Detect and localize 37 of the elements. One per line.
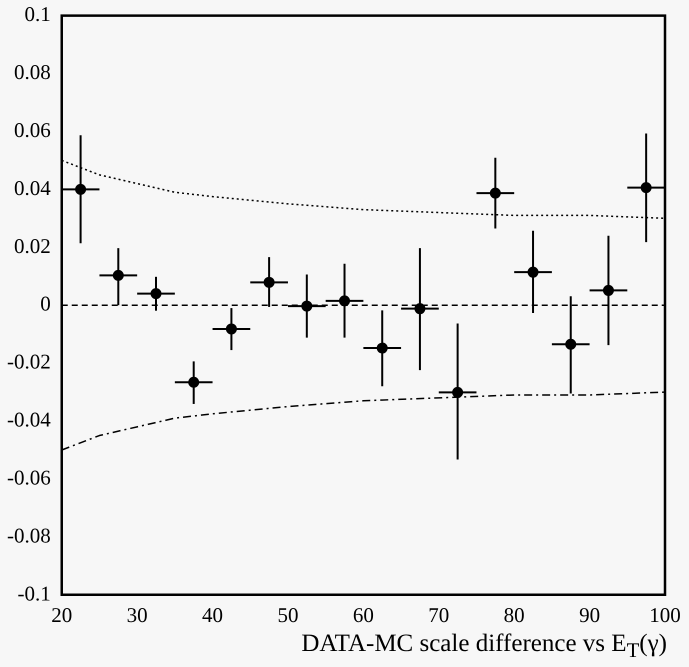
x-tick-label: 80 [504, 602, 525, 627]
y-tick-label: 0 [40, 292, 51, 316]
y-tick-label: -0.04 [6, 408, 52, 432]
point [112, 270, 124, 281]
y-tick-label: 0.04 [14, 176, 52, 200]
x-axis-title: DATA-MC scale difference vs E$_{T}$(γ) [301, 630, 667, 663]
y-tick-label: 0.1 [24, 2, 51, 26]
point [339, 295, 350, 306]
x-tick-label: 70 [428, 602, 450, 627]
point [490, 188, 501, 199]
y-tick-label: 0.02 [14, 234, 51, 258]
y-tick-label: -0.08 [6, 523, 51, 548]
point [452, 386, 464, 398]
point [75, 184, 86, 195]
point [640, 182, 652, 194]
point [528, 266, 539, 278]
y-tick-label: -0.02 [6, 350, 51, 374]
x-tick-label: 50 [277, 602, 298, 627]
x-tick-label: 100 [649, 602, 681, 627]
point [150, 288, 162, 300]
y-tick-label: 0.08 [14, 60, 51, 84]
x-tick-label: 40 [202, 602, 224, 627]
point [376, 342, 388, 354]
x-tick-label: 90 [579, 602, 600, 627]
point [565, 338, 576, 350]
point [226, 323, 237, 334]
x-tick-label: 30 [126, 602, 148, 627]
point [188, 376, 200, 388]
x-tick-label: 20 [51, 602, 72, 627]
y-tick-label: 0.06 [14, 118, 51, 142]
point [264, 276, 275, 288]
y-tick-label: -0.1 [17, 581, 51, 606]
point [602, 284, 614, 296]
point [301, 300, 312, 312]
point [414, 303, 426, 314]
y-tick-label: -0.06 [6, 465, 51, 490]
x-tick-label: 60 [352, 602, 374, 627]
